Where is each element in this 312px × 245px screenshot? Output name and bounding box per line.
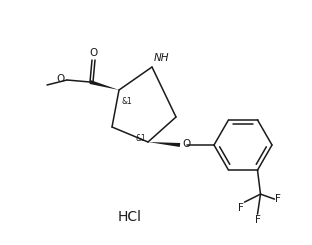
Text: F: F <box>275 194 281 204</box>
Text: O: O <box>57 74 65 84</box>
Text: &1: &1 <box>135 134 146 143</box>
Text: F: F <box>238 203 243 213</box>
Text: O: O <box>89 48 98 58</box>
Polygon shape <box>148 142 180 147</box>
Text: F: F <box>255 215 261 225</box>
Text: NH: NH <box>154 53 169 63</box>
Polygon shape <box>90 80 119 90</box>
Text: &1: &1 <box>121 97 132 106</box>
Text: O: O <box>182 139 190 149</box>
Text: HCl: HCl <box>118 210 142 224</box>
